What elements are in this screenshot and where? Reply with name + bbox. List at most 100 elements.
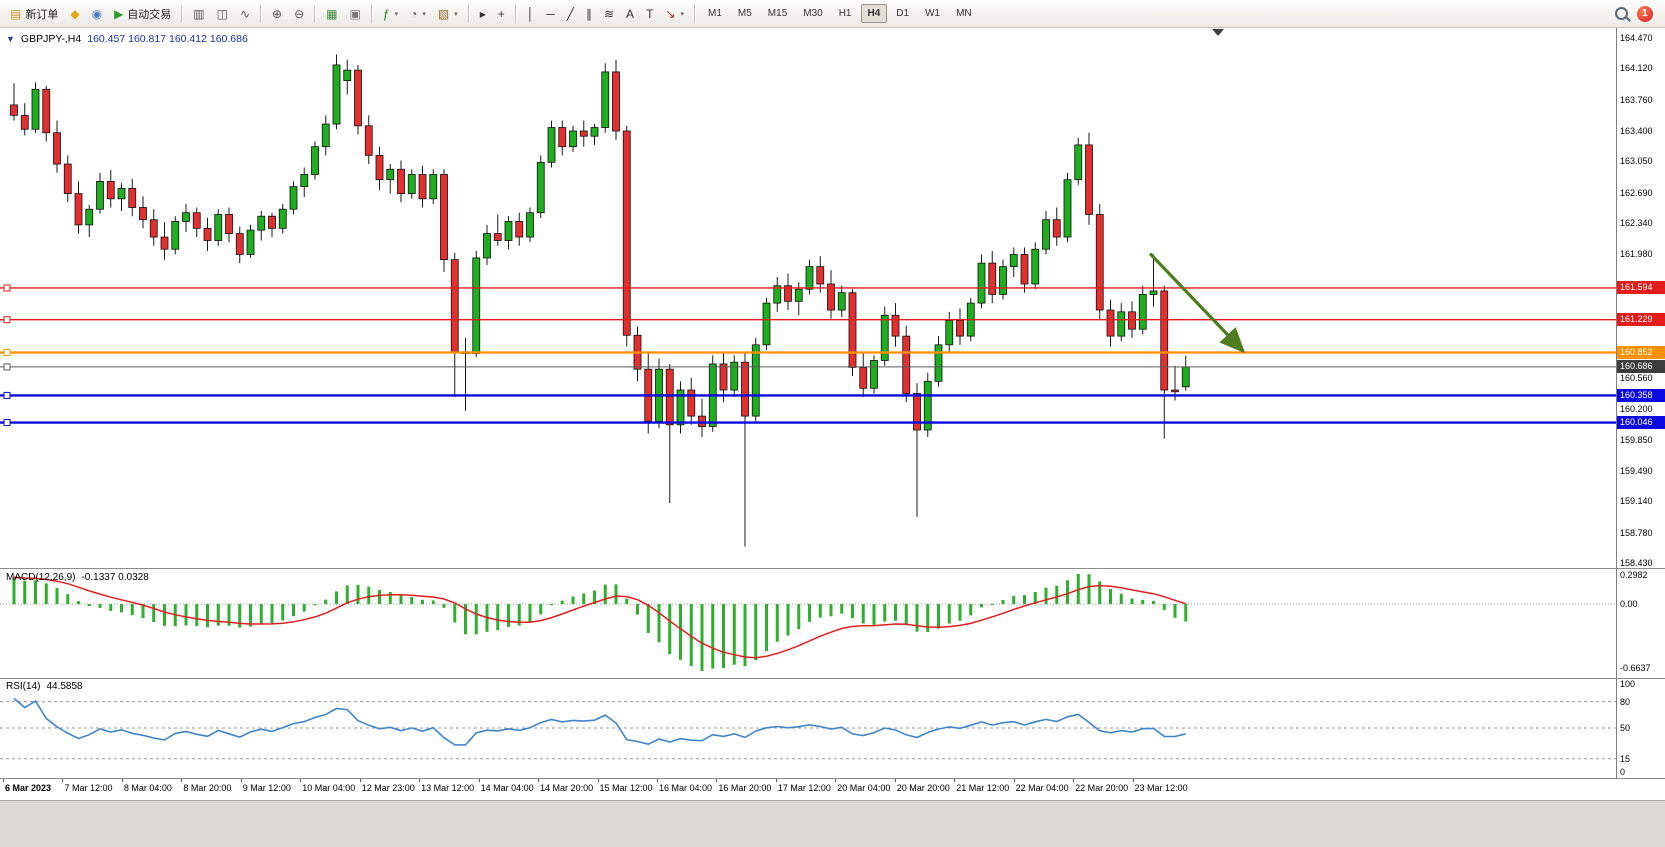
arrows-button[interactable]: ↘ ▾ bbox=[659, 3, 690, 24]
candle[interactable] bbox=[579, 120, 588, 147]
candle[interactable] bbox=[42, 85, 51, 142]
candle[interactable] bbox=[719, 351, 728, 403]
bar-chart-button[interactable]: ▥ bbox=[187, 3, 210, 24]
chart-window-icon-button[interactable]: ◆ bbox=[64, 3, 85, 24]
candle[interactable] bbox=[1106, 299, 1115, 347]
timeframe-h1[interactable]: H1 bbox=[838, 8, 852, 19]
candle[interactable] bbox=[192, 207, 201, 238]
candle[interactable] bbox=[698, 398, 706, 437]
candle[interactable] bbox=[418, 165, 427, 208]
candle[interactable] bbox=[633, 326, 642, 382]
candle[interactable] bbox=[106, 170, 115, 208]
notification-badge[interactable]: 1 bbox=[1637, 5, 1653, 22]
horizontal-line-button[interactable]: ─ bbox=[540, 3, 561, 24]
candle[interactable] bbox=[1149, 254, 1158, 307]
candle[interactable] bbox=[1052, 207, 1061, 246]
periods-button[interactable]: ◔ ▾ bbox=[404, 3, 432, 24]
candle[interactable] bbox=[386, 164, 395, 194]
chart-symbol-header[interactable]: ▼ GBPJPY-,H4 160.457 160.817 160.412 160… bbox=[6, 33, 248, 45]
candle[interactable] bbox=[214, 209, 223, 246]
vertical-line-button[interactable]: │ bbox=[521, 3, 541, 24]
candlestick-chart[interactable] bbox=[0, 28, 1616, 568]
candle[interactable] bbox=[773, 277, 782, 312]
candle[interactable] bbox=[429, 169, 438, 205]
candle[interactable] bbox=[504, 216, 513, 250]
rsi-chart[interactable] bbox=[0, 678, 1616, 778]
candle[interactable] bbox=[472, 250, 481, 357]
candle[interactable] bbox=[493, 214, 502, 246]
candle[interactable] bbox=[203, 217, 212, 251]
timeframe-w1[interactable]: W1 bbox=[925, 8, 941, 19]
timeframe-d1[interactable]: D1 bbox=[896, 8, 910, 19]
candle[interactable] bbox=[751, 337, 760, 422]
candle[interactable] bbox=[515, 212, 524, 246]
tile-windows-button[interactable]: ▦ bbox=[320, 3, 343, 24]
candle[interactable] bbox=[558, 120, 567, 156]
candle[interactable] bbox=[687, 377, 696, 425]
candle[interactable] bbox=[1181, 355, 1190, 391]
candle[interactable] bbox=[182, 204, 190, 232]
candle[interactable] bbox=[235, 226, 244, 264]
symbol-dropdown-icon[interactable]: ▼ bbox=[6, 34, 15, 44]
timeframe-m15[interactable]: M15 bbox=[767, 8, 788, 19]
candle[interactable] bbox=[1020, 247, 1029, 293]
candle[interactable] bbox=[63, 155, 72, 203]
candle[interactable] bbox=[1063, 172, 1072, 243]
line-chart-button[interactable]: ∿ bbox=[234, 3, 256, 24]
panel-separator[interactable] bbox=[0, 568, 1665, 569]
candle[interactable] bbox=[289, 181, 298, 215]
timeframe-m30[interactable]: M30 bbox=[803, 8, 823, 19]
candle[interactable] bbox=[364, 115, 373, 165]
fibonacci-button[interactable]: ≋ bbox=[598, 3, 620, 24]
candle[interactable] bbox=[536, 155, 545, 218]
indicators-button[interactable]: ƒ ▾ bbox=[377, 3, 404, 24]
candle[interactable] bbox=[805, 259, 814, 295]
candle[interactable] bbox=[1031, 242, 1040, 290]
crosshair-button[interactable]: + bbox=[492, 3, 511, 24]
line-handle[interactable] bbox=[3, 391, 11, 399]
candle[interactable] bbox=[278, 204, 287, 234]
candle[interactable] bbox=[902, 325, 911, 403]
new-order-button[interactable]: ▤ 新订单 bbox=[4, 3, 64, 24]
candle[interactable] bbox=[956, 308, 964, 345]
candle[interactable] bbox=[794, 282, 803, 316]
candle[interactable] bbox=[311, 141, 319, 180]
candle[interactable] bbox=[913, 383, 921, 517]
search-icon[interactable] bbox=[1615, 7, 1628, 20]
candle[interactable] bbox=[74, 181, 83, 234]
equidistant-channel-button[interactable]: ∥ bbox=[580, 3, 598, 24]
candle[interactable] bbox=[891, 303, 900, 347]
panel-separator[interactable] bbox=[0, 678, 1665, 679]
candle[interactable] bbox=[590, 124, 599, 145]
candle[interactable] bbox=[1117, 303, 1126, 342]
candle[interactable] bbox=[128, 178, 137, 217]
candle[interactable] bbox=[440, 169, 448, 272]
candle[interactable] bbox=[117, 183, 126, 211]
candle[interactable] bbox=[848, 289, 857, 377]
candle[interactable] bbox=[622, 125, 631, 347]
candle[interactable] bbox=[977, 254, 986, 309]
candle[interactable] bbox=[762, 297, 771, 351]
candle[interactable] bbox=[880, 306, 889, 366]
candle[interactable] bbox=[246, 224, 255, 258]
candle[interactable] bbox=[1160, 285, 1169, 439]
candle[interactable] bbox=[999, 259, 1007, 300]
candle[interactable] bbox=[53, 120, 61, 173]
candle[interactable] bbox=[20, 103, 29, 136]
candle[interactable] bbox=[461, 337, 470, 411]
trend-arrow-annotation[interactable] bbox=[1148, 252, 1246, 354]
zoom-out-button[interactable]: ⊖ bbox=[288, 3, 310, 24]
candle[interactable] bbox=[300, 167, 309, 198]
candle[interactable] bbox=[483, 224, 491, 265]
candle[interactable] bbox=[450, 252, 459, 397]
cursor-button[interactable]: ▸ bbox=[474, 3, 492, 24]
timeframe-h4[interactable]: H4 bbox=[860, 4, 888, 23]
candle[interactable] bbox=[31, 82, 40, 133]
candle[interactable] bbox=[257, 210, 266, 241]
line-handle[interactable] bbox=[3, 348, 11, 356]
candle[interactable] bbox=[870, 355, 878, 394]
candle[interactable] bbox=[268, 212, 276, 238]
candle[interactable] bbox=[730, 355, 739, 397]
label-button[interactable]: T bbox=[640, 3, 659, 24]
candle[interactable] bbox=[225, 207, 233, 243]
